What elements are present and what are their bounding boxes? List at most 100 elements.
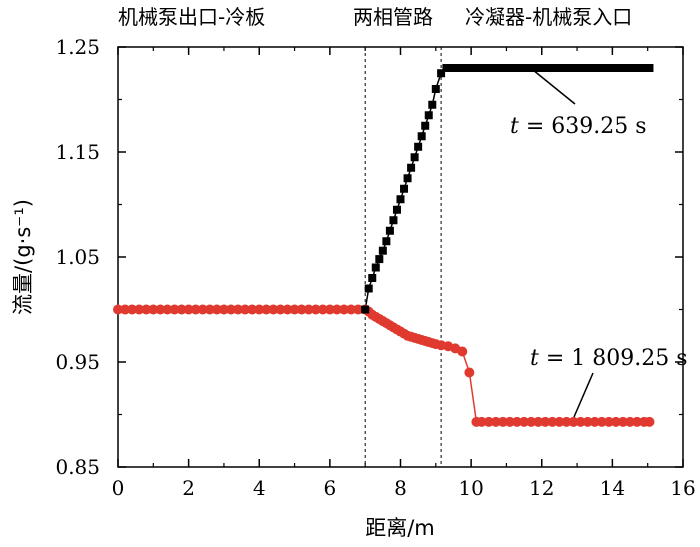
- series-1-point: [331, 304, 342, 315]
- region-label-condenser-to-pump: 冷凝器-机械泵入口: [465, 5, 632, 29]
- series-0-point: [583, 64, 592, 72]
- series-1-point: [211, 304, 222, 315]
- series-0-point: [548, 64, 557, 72]
- series-0-point: [392, 205, 401, 214]
- axis-ticks: 0 2 4 6 8 10 12 14 16 0.85 0.95 1.05 1.15 1.25: [55, 35, 695, 500]
- series-0-point: [421, 121, 430, 130]
- series-0-point: [611, 64, 620, 72]
- series-1-point: [582, 416, 593, 427]
- boundary-lines: [364, 47, 442, 467]
- series-1-point: [504, 416, 515, 427]
- series-1-point: [197, 304, 208, 315]
- series-markers: [113, 64, 655, 427]
- series-1-point: [554, 416, 565, 427]
- series-0-point: [491, 64, 500, 72]
- series-0-point: [633, 64, 642, 72]
- series-1-point: [346, 304, 357, 315]
- series-1-point: [512, 416, 523, 427]
- x-tick-label: 10: [458, 476, 483, 500]
- series-0-point: [590, 64, 599, 72]
- series-1-point: [526, 416, 537, 427]
- series-0-point: [437, 69, 446, 78]
- series-1-point: [610, 416, 621, 427]
- series-1-point: [540, 416, 551, 427]
- series-0-point: [431, 85, 440, 93]
- series-0-point: [385, 226, 394, 235]
- series-label-red: t = 1 809.25 s: [530, 346, 688, 371]
- series-0-point: [361, 305, 370, 314]
- series-0-point: [428, 100, 437, 109]
- series-0-point: [378, 246, 387, 255]
- series-1-point: [339, 304, 349, 315]
- series-1-point: [254, 304, 265, 315]
- x-axis-label: 距离/m: [365, 516, 435, 540]
- series-1-point: [625, 416, 636, 427]
- series-1-point: [310, 304, 321, 315]
- series-0-point: [569, 64, 578, 72]
- series-1-point: [204, 304, 215, 315]
- series-1-point: [490, 416, 501, 427]
- annotation-leader-black: [532, 69, 576, 105]
- x-tick-label: 16: [670, 476, 695, 500]
- series-1-point: [575, 416, 586, 427]
- series-0-point: [626, 64, 635, 72]
- y-tick-label: 1.15: [55, 140, 100, 164]
- series-1-point: [233, 304, 244, 315]
- series-1-point: [519, 416, 530, 427]
- x-tick-label: 4: [253, 476, 266, 500]
- series-1-point: [632, 416, 643, 427]
- series-0-point: [477, 64, 486, 72]
- series-1-point: [240, 304, 251, 315]
- series-1-point: [476, 416, 487, 427]
- series-0-point: [442, 64, 451, 72]
- series-1-point: [162, 304, 173, 315]
- annotations: t = 639.25 s t = 1 809.25 s: [510, 69, 688, 418]
- y-axis-label: 流量/(g·s⁻¹): [11, 199, 35, 315]
- series-1-point: [247, 304, 258, 315]
- x-tick-label: 0: [112, 476, 125, 500]
- series-0-point: [371, 263, 380, 272]
- series-1-point: [218, 304, 229, 315]
- x-tick-label: 6: [324, 476, 337, 500]
- series-0-point: [555, 64, 564, 72]
- series-0-point: [407, 163, 416, 172]
- series-0-point: [396, 195, 405, 204]
- series-0-point: [375, 255, 384, 264]
- series-1-point: [120, 304, 131, 315]
- series-0-point: [382, 237, 391, 246]
- series-1-point: [296, 304, 307, 315]
- series-1-point: [464, 367, 475, 378]
- series-1-point: [303, 304, 314, 315]
- series-1-point: [127, 304, 138, 315]
- series-0-point: [424, 111, 433, 120]
- y-tick-label: 1.25: [55, 35, 100, 59]
- series-1-point: [497, 416, 508, 427]
- y-tick-label: 0.95: [55, 350, 100, 374]
- series-0-point: [484, 64, 493, 72]
- series-0-point: [364, 284, 373, 293]
- x-tick-label: 8: [394, 476, 407, 500]
- series-1-point: [457, 346, 468, 357]
- series-1-point: [324, 304, 335, 315]
- series-1-point: [603, 416, 614, 427]
- series-0-point: [505, 64, 514, 72]
- series-0-point: [403, 174, 412, 183]
- series-1-point: [547, 416, 558, 427]
- region-labels: 机械泵出口-冷板 两相管路 冷凝器-机械泵入口: [118, 5, 632, 29]
- plot-frame: [117, 46, 684, 468]
- series-0-point: [417, 132, 426, 141]
- series-1-point: [589, 416, 600, 427]
- series-1-point: [568, 416, 579, 427]
- series-0-point: [498, 64, 507, 72]
- series-1-point: [617, 416, 628, 427]
- series-1-point: [596, 416, 607, 427]
- series-1-point: [261, 304, 272, 315]
- region-label-pump-to-coldplate: 机械泵出口-冷板: [118, 5, 265, 29]
- series-0-point: [527, 64, 536, 72]
- series-1-point: [644, 416, 655, 427]
- series-1-point: [183, 304, 194, 315]
- series-1-point: [353, 304, 364, 315]
- series-0-point: [400, 184, 409, 193]
- series-1-point: [282, 304, 293, 315]
- series-1-point: [155, 304, 166, 315]
